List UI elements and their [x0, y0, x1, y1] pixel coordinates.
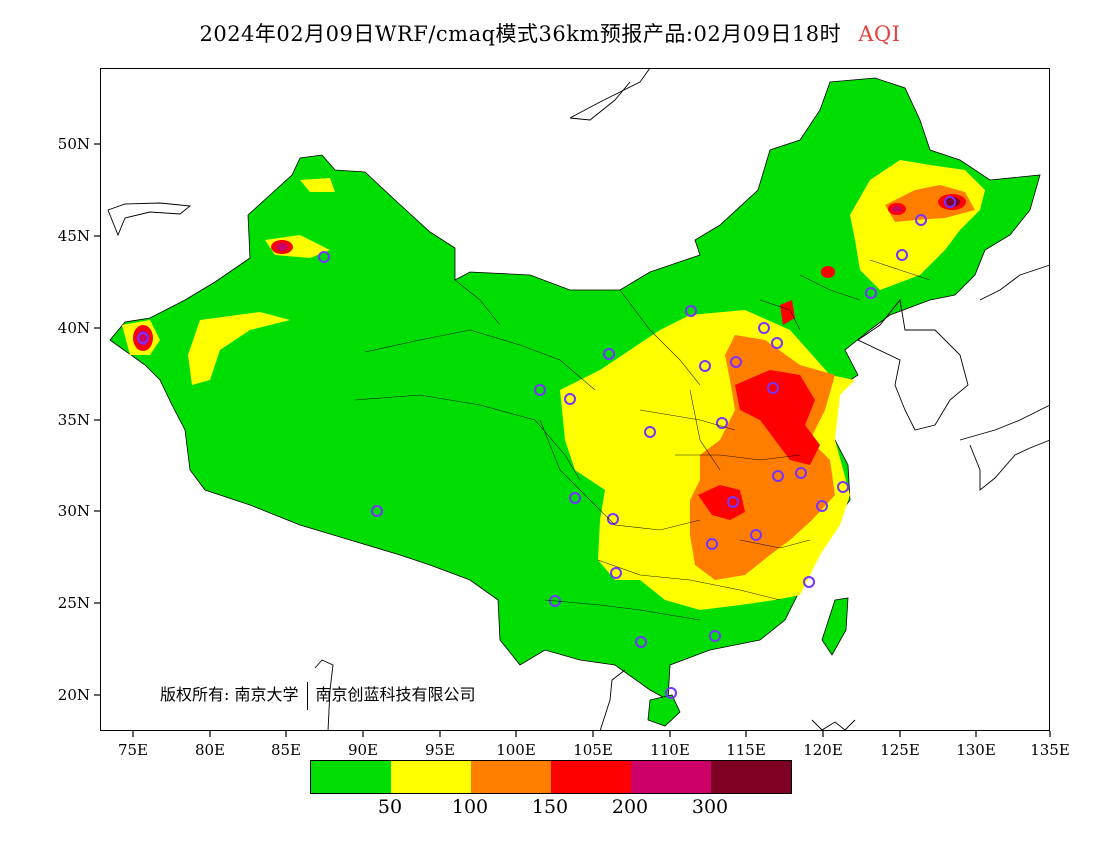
- aqi-hotspot-chifeng: [821, 266, 835, 278]
- copyright-org-2: 南京创蓝科技有限公司: [315, 685, 476, 704]
- legend-threshold: 100: [451, 796, 489, 818]
- aqi-zone-unhealthy-wuhan: [698, 485, 745, 520]
- taiwan-island: [821, 597, 849, 656]
- city-marker: [371, 505, 383, 517]
- city-marker: [534, 384, 546, 396]
- x-tick-label: 115E: [726, 741, 766, 759]
- title-main: 2024年02月09日WRF/cmaq模式36km预报产品:02月09日18时: [199, 22, 842, 46]
- aqi-hotspot-yining-core: [276, 243, 288, 251]
- y-tick-label: 45N: [58, 227, 90, 245]
- city-marker: [685, 305, 697, 317]
- city-marker: [896, 249, 908, 261]
- x-tick-label: 75E: [118, 741, 148, 759]
- city-marker: [772, 470, 784, 482]
- x-tick-label: 95E: [425, 741, 455, 759]
- legend-threshold: 300: [691, 796, 729, 818]
- city-marker: [610, 567, 622, 579]
- y-tick-label: 50N: [58, 135, 90, 153]
- aqi-hotspot-qiqihar-core: [892, 206, 902, 212]
- city-marker: [716, 417, 728, 429]
- legend-swatch-usg: [471, 761, 551, 793]
- city-marker: [727, 496, 739, 508]
- x-tick-label: 130E: [956, 741, 996, 759]
- y-tick-label: 40N: [58, 319, 90, 337]
- city-marker: [750, 529, 762, 541]
- city-marker: [795, 467, 807, 479]
- copyright-owner-label: 版权所有:: [160, 685, 230, 704]
- city-marker: [816, 500, 828, 512]
- city-marker: [767, 382, 779, 394]
- city-marker: [564, 393, 576, 405]
- x-tick-label: 80E: [195, 741, 225, 759]
- x-tick-label: 85E: [271, 741, 301, 759]
- y-tick-label: 25N: [58, 594, 90, 612]
- copyright-org-1: 南京大学: [234, 685, 299, 704]
- x-tick-label: 120E: [803, 741, 843, 759]
- city-marker: [865, 287, 877, 299]
- y-tick-label: 30N: [58, 502, 90, 520]
- city-marker: [758, 322, 770, 334]
- city-marker: [607, 513, 619, 525]
- y-axis-labels: 50N 45N 40N 35N 30N 25N 20N: [58, 135, 90, 704]
- legend-threshold: 50: [377, 796, 403, 818]
- x-tick-label: 100E: [496, 741, 536, 759]
- x-tick-label: 125E: [880, 741, 920, 759]
- city-marker: [709, 630, 721, 642]
- hainan-island: [647, 694, 681, 727]
- y-tick-label: 20N: [58, 686, 90, 704]
- frame-ticks: [94, 143, 1051, 737]
- aqi-zone-moderate-tarim: [188, 312, 290, 385]
- aqi-hotspot-harbin-core: [944, 197, 960, 207]
- x-tick-label: 90E: [348, 741, 378, 759]
- legend-swatch-hazardous: [711, 761, 791, 793]
- city-markers: [137, 196, 956, 699]
- legend-swatch-good: [311, 761, 391, 793]
- copyright-separator: [306, 681, 308, 710]
- city-marker: [318, 251, 330, 263]
- city-marker: [730, 356, 742, 368]
- coastlines: [107, 67, 1051, 732]
- city-marker: [603, 348, 615, 360]
- city-marker: [803, 576, 815, 588]
- city-marker: [635, 636, 647, 648]
- x-tick-label: 110E: [650, 741, 690, 759]
- aqi-color-legend: [310, 760, 792, 794]
- city-marker: [644, 426, 656, 438]
- city-marker: [944, 196, 956, 208]
- legend-threshold: 150: [531, 796, 569, 818]
- x-axis-labels: 75E 80E 85E 90E 95E 100E 105E 110E 115E …: [118, 741, 1070, 759]
- copyright-notice: 版权所有: 南京大学 南京创蓝科技有限公司: [160, 681, 476, 710]
- city-marker: [549, 595, 561, 607]
- city-marker: [915, 214, 927, 226]
- aqi-zone-unhealthy-beijing: [780, 300, 795, 325]
- x-tick-label: 135E: [1030, 741, 1070, 759]
- city-marker: [665, 687, 677, 699]
- x-tick-label: 105E: [573, 741, 613, 759]
- legend-swatch-unhealthy: [551, 761, 631, 793]
- title-variable: AQI: [858, 22, 901, 46]
- legend-threshold: 200: [611, 796, 649, 818]
- city-marker: [706, 538, 718, 550]
- legend-swatch-moderate: [391, 761, 471, 793]
- province-boundaries: [354, 259, 931, 621]
- aqi-zone-moderate-north-xj: [300, 178, 335, 192]
- city-marker: [137, 332, 149, 344]
- y-tick-label: 35N: [58, 411, 90, 429]
- city-marker: [569, 492, 581, 504]
- map-title: 2024年02月09日WRF/cmaq模式36km预报产品:02月09日18时 …: [0, 18, 1100, 48]
- legend-swatch-very-unhealthy: [631, 761, 711, 793]
- city-marker: [699, 360, 711, 372]
- city-marker: [837, 481, 849, 493]
- aqi-zone-unhealthy-huabei: [735, 370, 820, 465]
- city-marker: [771, 337, 783, 349]
